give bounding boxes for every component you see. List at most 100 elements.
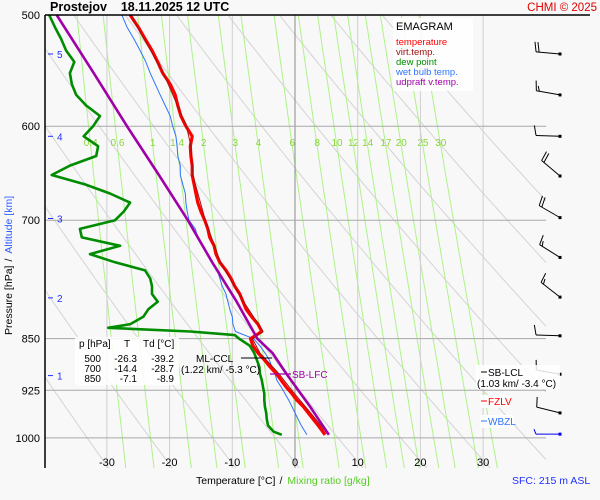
wind-barb-station-dot (558, 255, 562, 259)
mixing-ratio-label: 6 (290, 138, 296, 149)
pressure-tick-label: 850 (22, 334, 40, 346)
wind-barb-station-dot (558, 52, 562, 56)
mixing-ratio-label: 1 (150, 138, 156, 149)
wind-barb-half (541, 240, 544, 247)
mixing-ratio-line (217, 15, 280, 468)
mixing-ratio-label: 4 (256, 138, 262, 149)
wbzl-annotation: WBZL (480, 415, 516, 428)
mixing-ratio-line (400, 15, 479, 468)
wind-barb (533, 324, 562, 338)
wind-barb-full (533, 125, 537, 136)
trace-udpraft-v-temp (55, 15, 330, 436)
dry-adiabat (45, 125, 300, 468)
mixing-ratio-label: 17 (380, 138, 392, 149)
wind-barb-station-dot (558, 411, 562, 415)
wind-barb (534, 41, 562, 56)
dry-adiabat (45, 376, 110, 468)
sb-lfc-annotation: SB-LFC (270, 370, 328, 381)
mixing-ratio-label: 1.4 (170, 138, 184, 149)
legend: EMAGRAM temperature virt.temp. dew point… (393, 18, 473, 91)
table-cell: 700 (84, 364, 101, 375)
sb-lcl-annotation: SB-LCL (1.03 km/ -3.4 °C) (476, 365, 560, 390)
legend-virt-temp: virt.temp. (396, 47, 435, 58)
wind-barb-staff (538, 205, 561, 219)
mixing-ratio-label: 20 (396, 138, 408, 149)
wind-barb-half (542, 278, 546, 285)
surface-elevation: SFC: 215 m ASL (512, 475, 590, 487)
altitude-tick-label: 2 (57, 294, 63, 305)
x-axis-title-mixing-ratio: Mixing ratio [g/kg] (287, 475, 369, 487)
table-cell: -14.4 (114, 364, 137, 375)
mixing-ratio-label: 0.6 (111, 138, 125, 149)
mixing-ratio-line (333, 15, 405, 468)
wind-barb (535, 80, 562, 97)
summary-table: p [hPa] T Td [°C] 500 -26.3 -39.2 700 -1… (75, 337, 179, 385)
x-axis-title-temperature: Temperature [°C] (196, 475, 276, 487)
table-cell: -26.3 (114, 354, 137, 365)
temperature-tick-label: -20 (162, 457, 178, 469)
mixing-ratio-line (160, 15, 218, 468)
wind-barb-full (533, 324, 537, 336)
wind-barb-station-dot (558, 93, 562, 97)
wind-barb-station-dot (558, 134, 562, 138)
wind-barb-staff (536, 90, 561, 96)
dry-adiabat (330, 15, 546, 264)
sb-lcl-detail: (1.03 km/ -3.4 °C) (477, 379, 556, 390)
temperature-tick-label: -10 (224, 457, 240, 469)
wind-barb-staff (535, 134, 561, 137)
mixing-ratio-label: 0.4 (84, 138, 98, 149)
pressure-tick-label: 1000 (16, 433, 40, 445)
fzlv-annotation: FZLV (480, 395, 512, 408)
dry-adiabat (227, 15, 546, 393)
dry-adiabat (278, 15, 546, 328)
mixing-ratio-label: 8 (314, 138, 320, 149)
fzlv-label: FZLV (488, 397, 512, 408)
dry-adiabat (45, 47, 364, 468)
mixing-ratio-line (186, 15, 246, 468)
legend-updraft: udpraft v.temp. (396, 77, 459, 88)
wind-barb-station-dot (558, 295, 562, 299)
ml-ccl-label: ML-CCL (196, 354, 234, 365)
wind-barb (533, 428, 562, 436)
mixing-ratio-label: 12 (348, 138, 360, 149)
copyright: CHMI © 2025 (527, 2, 597, 14)
table-header-t: T (124, 339, 130, 350)
axes (44, 14, 590, 468)
pressure-tick-label: 925 (22, 385, 40, 397)
dry-adiabat (124, 15, 491, 468)
mixing-ratio-line (347, 15, 420, 468)
dry-adiabat (381, 15, 546, 202)
mixing-ratio-line (317, 15, 388, 468)
altitude-tick-label: 3 (57, 215, 63, 226)
mixing-ratio-line (273, 15, 340, 468)
wind-barb-full (541, 197, 546, 208)
wind-barb (538, 195, 562, 220)
altitude-tick-label: 1 (57, 372, 63, 383)
mixing-ratio-line (76, 15, 127, 468)
wind-barb-staff (535, 334, 561, 337)
trace-dew-point (48, 15, 283, 437)
temperature-tick-label: 20 (414, 457, 426, 469)
mixing-ratio-line (379, 15, 456, 468)
table-row: 500 -26.3 -39.2 (84, 354, 174, 365)
traces (48, 15, 330, 437)
wind-barb-full (541, 151, 547, 161)
sb-lcl-label: SB-LCL (488, 368, 523, 379)
dry-adiabat (73, 15, 428, 468)
altitude-tick-label: 5 (57, 50, 63, 61)
table-row: 850 -7.1 -8.9 (84, 374, 174, 385)
pressure-tick-label: 600 (22, 121, 40, 133)
pressure-tick-label: 500 (22, 10, 40, 22)
temperature-tick-label: 10 (352, 457, 364, 469)
mixing-ratio-label: 25 (417, 138, 429, 149)
y-axis-title-altitude: Altitude [km] (3, 196, 15, 254)
temperature-tick-label: 30 (477, 457, 489, 469)
table-header-p: p [hPa] (79, 339, 111, 350)
legend-wet-bulb: wet bulb temp. (395, 67, 458, 78)
wind-barb-station-dot (558, 432, 562, 436)
table-header-td: Td [°C] (143, 339, 174, 350)
table-cell: 850 (84, 374, 101, 385)
y-axis-title-pressure: Pressure [hPa] (3, 265, 15, 335)
grid: 0.4 0.6 1 1.4 2 3 4 6 8 10 12 14 17 20 25 30 (45, 15, 546, 468)
